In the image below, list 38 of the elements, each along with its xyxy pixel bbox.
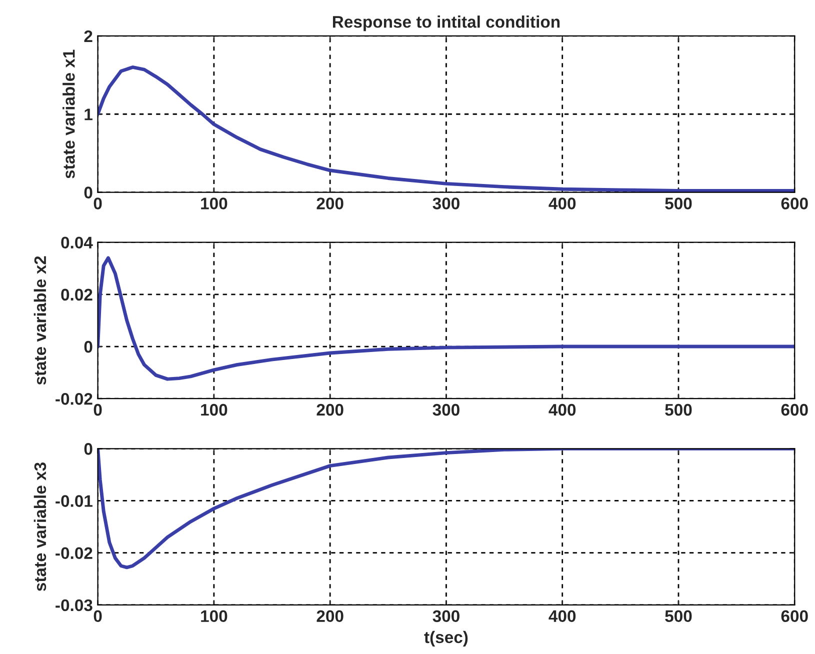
y-tick-label: -0.02 bbox=[56, 393, 92, 405]
y-tick-label: -0.03 bbox=[56, 599, 92, 612]
y-axis-title: state variable x3 bbox=[34, 462, 46, 592]
x-tick-label: 400 bbox=[548, 610, 576, 622]
x-tick-label: 500 bbox=[665, 610, 692, 622]
y-axis-title: state variable x1 bbox=[62, 50, 75, 178]
line-series bbox=[98, 256, 795, 381]
x-tick-label: 100 bbox=[201, 198, 228, 210]
y-axis-title: state variable x2 bbox=[34, 256, 46, 385]
x-tick-label: 600 bbox=[781, 610, 808, 622]
x-axis-title: t(sec) bbox=[424, 630, 468, 646]
y-tick-label: 0 bbox=[84, 186, 92, 198]
x-tick-label: 100 bbox=[201, 404, 228, 416]
y-tick-label: 2 bbox=[84, 30, 92, 42]
x-tick-label: 600 bbox=[781, 198, 808, 210]
y-tick-label: 0.04 bbox=[61, 236, 93, 249]
y-tick-label: 0 bbox=[84, 340, 92, 353]
x-tick-label: 0 bbox=[94, 404, 102, 416]
x-tick-label: 200 bbox=[316, 198, 344, 210]
x-tick-label: 500 bbox=[665, 404, 692, 416]
x-tick-label: 0 bbox=[94, 610, 102, 622]
x-tick-label: 300 bbox=[432, 198, 460, 210]
x-tick-label: 400 bbox=[548, 404, 576, 416]
y-tick-label: 0.02 bbox=[61, 288, 92, 301]
y-tick-label: 0 bbox=[84, 443, 92, 455]
x-tick-label: 0 bbox=[94, 198, 102, 210]
x-tick-label: 400 bbox=[548, 198, 576, 210]
x-tick-label: 600 bbox=[781, 404, 808, 416]
y-tick-label: -0.02 bbox=[56, 547, 92, 560]
x-tick-label: 100 bbox=[201, 610, 228, 622]
chart-title: Response to intital condition bbox=[332, 16, 560, 32]
x-tick-label: 500 bbox=[665, 198, 692, 210]
x-tick-label: 200 bbox=[316, 404, 344, 416]
x-tick-label: 300 bbox=[432, 610, 460, 622]
y-tick-label: 1 bbox=[84, 108, 92, 120]
x-tick-label: 200 bbox=[316, 610, 344, 622]
y-tick-label: -0.01 bbox=[56, 495, 92, 507]
x-tick-label: 300 bbox=[432, 404, 460, 416]
